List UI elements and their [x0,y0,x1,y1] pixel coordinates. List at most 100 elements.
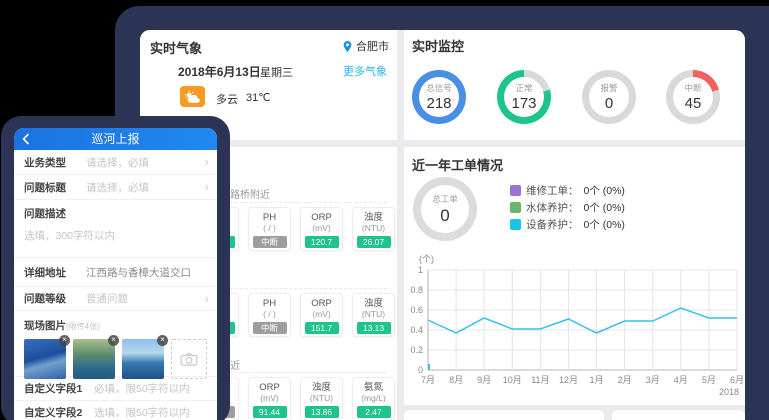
field-custom-2[interactable]: 自定义字段2 选填，限50字符以内 [14,401,217,420]
legend-value: 0个 (0%) [583,202,625,214]
sensor-card: 浊度 (NTU) 13.13 [352,293,395,337]
svg-text:0.4: 0.4 [410,325,423,335]
field-placeholder: 请选择，必填 [86,181,149,194]
bottom-card-right [612,410,745,420]
svg-text:10月: 10月 [503,375,522,385]
location-pin-icon [343,40,352,52]
svg-text:4月: 4月 [674,375,688,385]
river-photo-3[interactable]: × [122,335,168,379]
patrol-report-screen: 巡河上报 业务类型 请选择，必填 › 问题标题 请选择，必填 › 问题描述 选填… [14,128,217,420]
signal-gauge: 总信号 218 [412,70,466,124]
delete-photo-icon[interactable]: × [59,335,70,346]
sensor-card: PH( / ) 中断 [248,293,291,337]
field-business-type[interactable]: 业务类型 请选择，必填 › [14,150,217,175]
field-label: 问题等级 [24,293,66,305]
sun-cloud-icon [180,86,205,107]
field-label: 业务类型 [24,156,66,169]
weather-temperature: 31℃ [246,92,271,104]
monitor-title: 实时监控 [412,39,465,54]
sensor-value-badge: 中断 [252,236,287,248]
sensor-card: ORP (mV) 120.7 [300,207,343,251]
legend-label: 维修工单： [526,185,579,197]
field-issue-description[interactable]: 问题描述 选填，300字符以内 [14,200,217,258]
field-address[interactable]: 详细地址 江西路与香樟大道交口 [14,258,217,287]
sensor-card: PH( / ) 中断 [248,207,291,251]
delete-photo-icon[interactable]: × [157,335,168,346]
sensor-value-badge: 26.07 [356,236,391,248]
field-issue-level[interactable]: 问题等级 普通问题 › [14,287,217,311]
sensor-card: 浊度 (NTU) 13.86 [300,377,343,420]
total-workorder-value: 0 [440,205,450,225]
svg-text:0.6: 0.6 [410,305,423,315]
gauge-label: 报警 [600,83,618,93]
gauge-value: 218 [426,95,452,112]
delete-photo-icon[interactable]: × [108,335,119,346]
gauge-inner: 报警 0 [582,70,636,124]
workorders-card: 近一年工单情况 总工单 0 0 0.2 0.4 0.6 0.8 1 7月 8月 9月 10月 11月… [404,147,745,405]
field-placeholder: 选填，300字符以内 [24,230,116,242]
sensor-unit: (mg/L) [361,393,386,403]
sensor-value-badge: 91.44 [252,406,287,418]
river-photo-2[interactable]: × [73,335,119,379]
chevron-right-icon: › [204,179,209,194]
field-label: 问题描述 [24,208,66,220]
sensor-card: ORP (mV) 91.44 [248,377,291,420]
legend-item: 水体养护： 0个 (0%) [510,200,625,215]
camera-icon [180,353,198,366]
svg-text:0: 0 [418,365,423,375]
back-icon[interactable] [22,133,30,145]
svg-text:2018: 2018 [719,387,739,397]
phone-title: 巡河上报 [91,132,140,146]
gauge-value: 173 [511,95,537,112]
sensor-card: 氨氮 (mg/L) 2.47 [352,377,395,420]
svg-text:0.2: 0.2 [410,345,423,355]
field-label: 自定义字段2 [24,407,83,419]
sensor-param: 浊度 [363,212,383,223]
sensor-unit: (NTU) [361,309,386,319]
svg-text:7月: 7月 [421,375,435,385]
uploaded-photos: × × × [24,335,168,379]
station-divider [150,202,387,203]
upload-photo-button[interactable] [171,339,207,379]
svg-text:0.8: 0.8 [410,285,423,295]
sensor-value-badge: 2.47 [356,406,391,418]
more-weather-link[interactable]: 更多气象 [343,66,387,78]
svg-text:5月: 5月 [702,375,716,385]
svg-text:11月: 11月 [531,375,549,385]
photo-thumbnails: × × × [24,335,207,379]
field-custom-1[interactable]: 自定义字段1 必填，限50字符以内 [14,377,217,401]
sensor-value-badge: 13.13 [356,322,391,334]
legend-color-swatch [510,185,521,196]
field-label: 自定义字段1 [24,383,83,395]
sensor-value-badge: 中断 [252,322,287,334]
weather-date: 2018年6月13日 [178,65,261,79]
weather-weekday: 星期三 [260,67,293,79]
svg-text:12月: 12月 [559,375,578,385]
sensor-param: ORP [311,298,332,309]
signal-gauge: 报警 0 [582,70,636,124]
sensor-unit: ( / ) [263,223,276,233]
svg-text:3月: 3月 [646,375,660,385]
sensor-card: 浊度 (NTU) 26.07 [352,207,395,251]
gauge-label: 中断 [684,83,702,93]
sensor-param: PH [262,212,277,223]
legend-value: 0个 (0%) [583,185,625,197]
sensor-param: ORP [259,382,280,393]
field-issue-title[interactable]: 问题标题 请选择，必填 › [14,175,217,200]
legend-label: 水体养护： [526,202,579,214]
field-label: 详细地址 [24,266,66,279]
svg-text:2月: 2月 [618,375,632,385]
sensor-param: 浊度 [363,298,383,309]
river-photo-1[interactable]: × [24,335,70,379]
gauge-inner: 中断 45 [666,70,720,124]
weather-title: 实时气象 [150,41,203,56]
chevron-right-icon: › [204,154,209,169]
sensor-unit: (mV) [312,309,331,319]
legend-item: 维修工单： 0个 (0%) [510,183,625,198]
sensor-value-badge: 120.7 [304,236,339,248]
sensor-param: 浊度 [311,382,331,393]
signal-gauge: 正常 173 [497,70,551,124]
svg-text:8月: 8月 [449,375,463,385]
svg-text:9月: 9月 [477,375,491,385]
svg-text:6月: 6月 [730,375,744,385]
